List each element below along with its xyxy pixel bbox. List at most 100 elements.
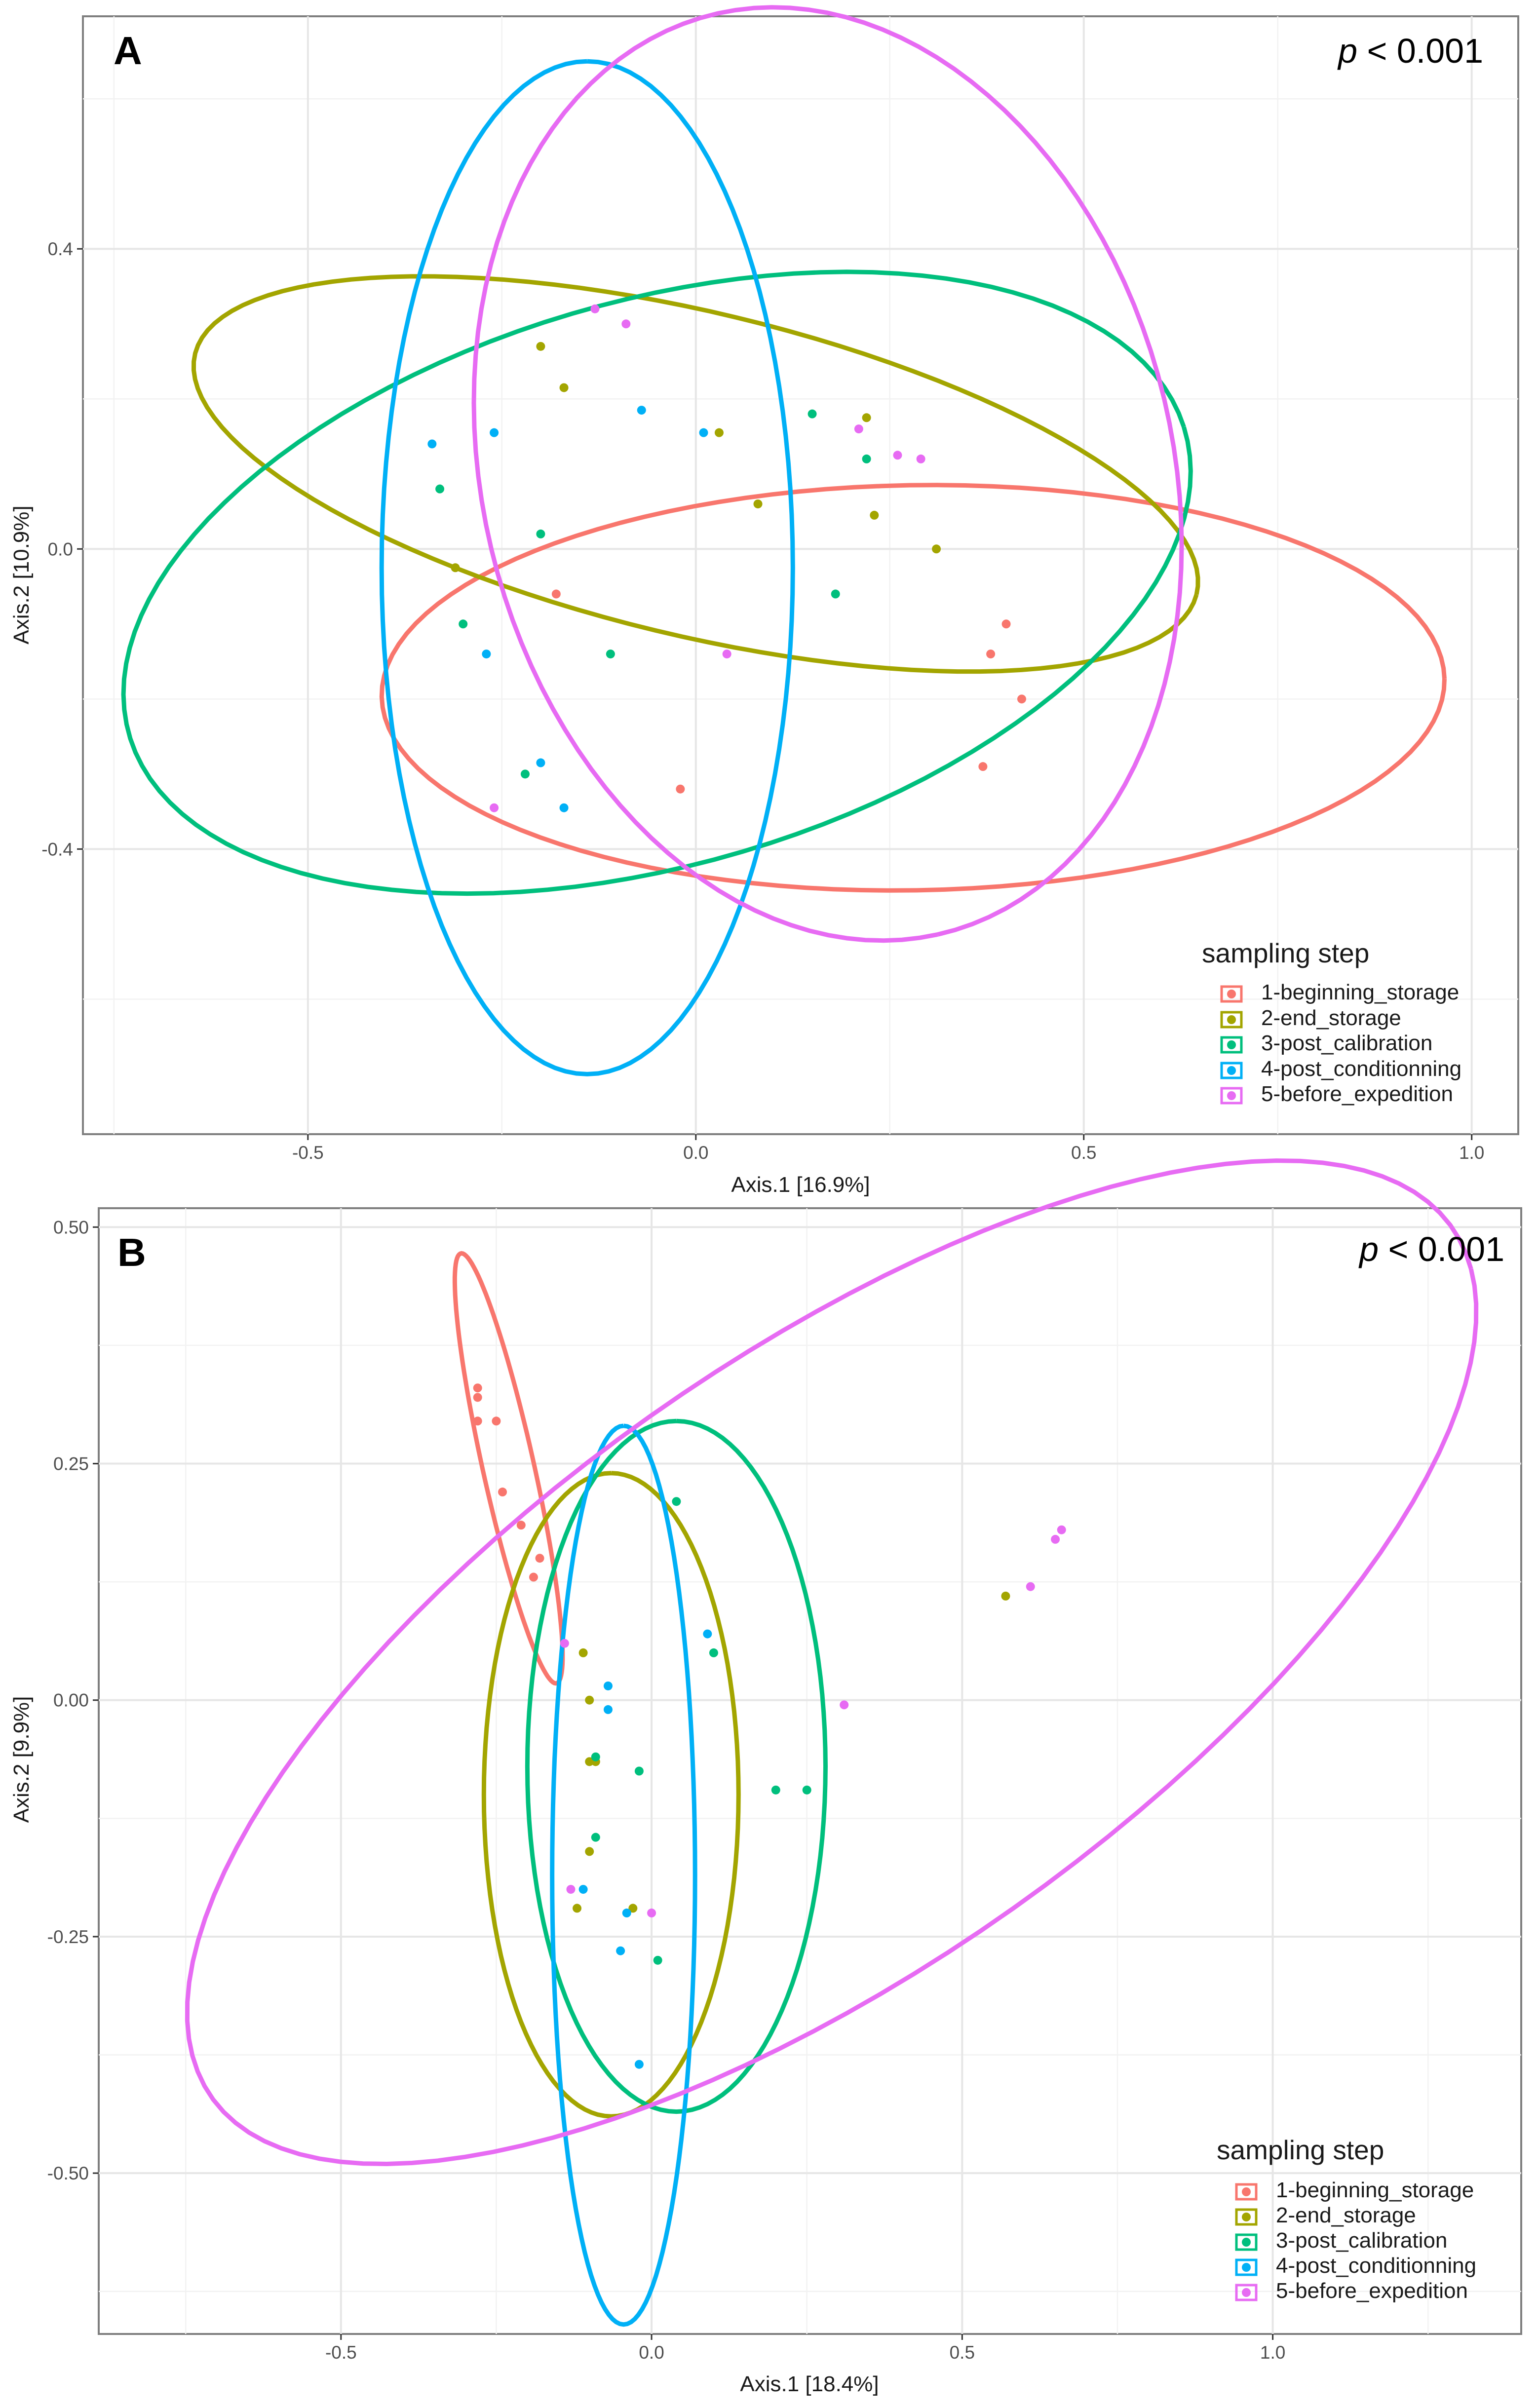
point-5-before_expedition: [1051, 1534, 1060, 1544]
legend-key-3-post_calibration: [1220, 1036, 1243, 1054]
point-3-post_calibration: [802, 1785, 811, 1795]
point-5-before_expedition: [722, 650, 731, 659]
legend-key-dot: [1227, 1091, 1236, 1100]
y-tick-label: 0.00: [53, 1690, 89, 1711]
point-5-before_expedition: [566, 1885, 576, 1894]
legend-label: 4-post_conditionning: [1261, 1057, 1461, 1081]
point-4-post_conditionning: [490, 428, 499, 437]
legend-key-dot: [1242, 2238, 1251, 2247]
y-tick-label: 0.0: [48, 539, 73, 559]
panel-label: A: [114, 29, 142, 73]
x-tick-label: -0.5: [292, 1143, 324, 1163]
legend: sampling step 1-beginning_storage 2-end_…: [1202, 938, 1461, 1106]
point-1-beginning_storage: [1001, 619, 1011, 629]
point-4-post_conditionning: [637, 406, 646, 415]
point-1-beginning_storage: [1017, 694, 1026, 704]
legend-key-dot: [1227, 1066, 1236, 1075]
legend-key-box: [1235, 2208, 1258, 2226]
legend-key-box: [1235, 2284, 1258, 2301]
point-2-end_storage: [585, 1695, 594, 1705]
point-3-post_calibration: [831, 589, 840, 599]
legend-key-dot: [1242, 2213, 1251, 2221]
point-4-post_conditionning: [699, 428, 708, 437]
legend-label: 2-end_storage: [1261, 1006, 1401, 1030]
legend-label: 5-before_expedition: [1276, 2279, 1468, 2303]
point-5-before_expedition: [647, 1909, 656, 1918]
legend-label: 2-end_storage: [1276, 2203, 1416, 2227]
ellipse-5-before_expedition: [471, 5, 1184, 943]
point-2-end_storage: [559, 383, 569, 392]
point-1-beginning_storage: [978, 762, 988, 771]
point-3-post_calibration: [435, 484, 445, 494]
point-1-beginning_storage: [676, 784, 685, 794]
legend-title: sampling step: [1202, 938, 1369, 968]
legend-key-2-end_storage: [1220, 1011, 1243, 1029]
legend-key-2-end_storage: [1235, 2208, 1258, 2226]
ellipse-2-end_storage: [481, 1471, 741, 2119]
point-5-before_expedition: [893, 451, 902, 460]
point-1-beginning_storage: [535, 1554, 544, 1563]
point-4-post_conditionning: [578, 1885, 588, 1894]
legend-key-dot: [1242, 2263, 1251, 2272]
panel-label: B: [117, 1230, 146, 1274]
p-value-annotation: p < 0.001: [1358, 1230, 1504, 1268]
x-axis-title: Axis.1 [16.9%]: [731, 1173, 870, 1197]
point-4-post_conditionning: [634, 2060, 644, 2069]
point-2-end_storage: [862, 413, 871, 422]
x-tick-label: 1.0: [1260, 2342, 1285, 2363]
point-4-post_conditionning: [603, 1681, 613, 1690]
point-2-end_storage: [578, 1648, 588, 1657]
y-tick-label: -0.4: [41, 839, 73, 859]
x-tick-label: 0.0: [639, 2342, 664, 2363]
point-5-before_expedition: [1026, 1582, 1035, 1591]
point-4-post_conditionning: [559, 803, 569, 812]
legend-key-dot: [1227, 1040, 1236, 1049]
point-1-beginning_storage: [473, 1416, 482, 1426]
point-4-post_conditionning: [622, 1909, 631, 1918]
legend-label: 4-post_conditionning: [1276, 2254, 1476, 2278]
y-axis-title: Axis.2 [10.9%]: [9, 505, 34, 644]
y-tick-label: -0.25: [47, 1927, 89, 1947]
point-2-end_storage: [1001, 1591, 1010, 1601]
point-3-post_calibration: [536, 529, 545, 538]
y-axis-title: Axis.2 [9.9%]: [9, 1696, 34, 1823]
ellipse-2-end_storage: [191, 274, 1200, 674]
x-tick-label: -0.5: [325, 2342, 357, 2363]
legend-key-box: [1220, 1036, 1243, 1054]
x-tick-label: 0.5: [950, 2342, 975, 2363]
legend-key-5-before_expedition: [1235, 2284, 1258, 2301]
ellipse-4-post_conditionning: [550, 1423, 697, 2327]
point-1-beginning_storage: [473, 1383, 482, 1393]
legend-label: 3-post_calibration: [1261, 1031, 1432, 1055]
point-4-post_conditionning: [616, 1946, 625, 1955]
point-4-post_conditionning: [703, 1629, 712, 1639]
point-5-before_expedition: [560, 1639, 569, 1648]
legend-key-box: [1220, 1087, 1243, 1105]
x-tick-label: 0.5: [1071, 1143, 1096, 1163]
point-3-post_calibration: [591, 1752, 600, 1761]
y-tick-label: 0.25: [53, 1454, 89, 1474]
ellipse-1-beginning_storage: [379, 483, 1447, 893]
legend-key-5-before_expedition: [1220, 1087, 1243, 1105]
point-5-before_expedition: [490, 803, 499, 812]
point-1-beginning_storage: [498, 1488, 507, 1497]
point-3-post_calibration: [672, 1497, 681, 1506]
legend-key-dot: [1242, 2288, 1251, 2297]
legend-key-1-beginning_storage: [1220, 985, 1243, 1003]
legend-key-4-post_conditionning: [1235, 2258, 1258, 2276]
plot-frame: [98, 1207, 1522, 2335]
point-1-beginning_storage: [529, 1572, 538, 1582]
legend-label: 3-post_calibration: [1276, 2228, 1447, 2253]
point-2-end_storage: [573, 1904, 582, 1913]
legend-label: 1-beginning_storage: [1276, 2178, 1474, 2202]
point-5-before_expedition: [590, 304, 600, 313]
point-2-end_storage: [714, 428, 724, 437]
point-3-post_calibration: [709, 1648, 718, 1657]
legend-key-box: [1220, 1011, 1243, 1029]
x-axis-title: Axis.1 [18.4%]: [740, 2372, 879, 2396]
point-2-end_storage: [932, 544, 941, 554]
legend-key-3-post_calibration: [1235, 2233, 1258, 2251]
legend-label: 5-before_expedition: [1261, 1082, 1453, 1106]
legend-label: 1-beginning_storage: [1261, 980, 1459, 1004]
